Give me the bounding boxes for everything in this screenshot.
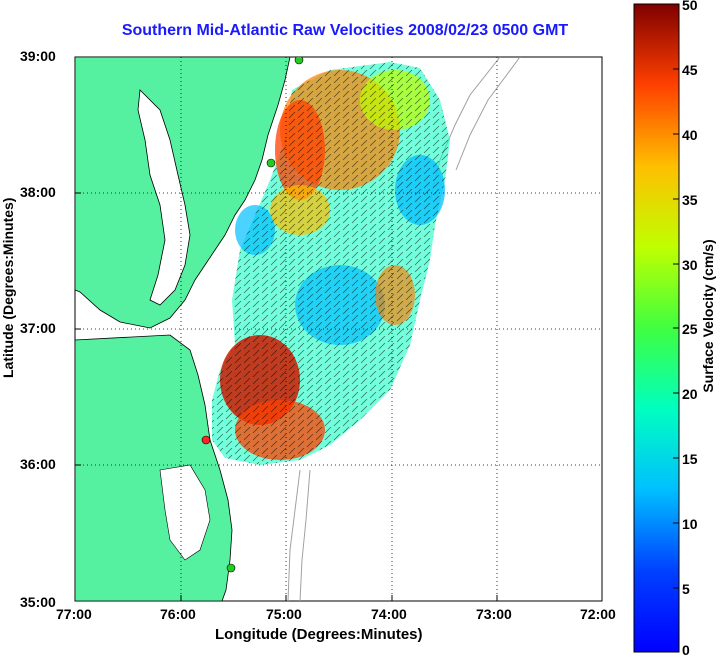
y-tick-label: 36:00	[20, 456, 56, 472]
colorbar-tick-label: 45	[682, 62, 698, 78]
y-tick-label: 39:00	[20, 48, 56, 64]
radar-site	[294, 57, 304, 65]
chesapeake-bay	[137, 89, 191, 306]
x-tick-label: 72:00	[580, 606, 616, 622]
axis-ticks	[75, 192, 498, 601]
x-tick-label: 75:00	[266, 606, 302, 622]
colorbar-tick-label: 10	[682, 516, 698, 532]
colorbar-tick-label: 0	[682, 642, 690, 658]
radar-site	[226, 563, 236, 573]
x-tick-label: 77:00	[56, 606, 92, 622]
delmarva-land	[75, 57, 291, 329]
grid-lines	[75, 57, 602, 601]
x-axis-label: Longitude (Degrees:Minutes)	[215, 626, 423, 643]
colorbar-tick-label: 50	[682, 0, 698, 13]
colorbar	[633, 3, 680, 653]
y-tick-label: 37:00	[20, 320, 56, 336]
colorbar-tick-label: 30	[682, 257, 698, 273]
colorbar-tick-label: 20	[682, 386, 698, 402]
colorbar-tick-label: 15	[682, 451, 698, 467]
x-tick-label: 76:00	[160, 606, 196, 622]
radar-site	[201, 435, 211, 445]
y-tick-label: 38:00	[20, 184, 56, 200]
chart-title: Southern Mid-Atlantic Raw Velocities 200…	[121, 22, 569, 39]
colorbar-tick-label: 5	[682, 581, 690, 597]
pamlico-sound	[159, 464, 211, 561]
colorbar-tick-label: 40	[682, 127, 698, 143]
y-tick-label: 35:00	[20, 594, 56, 610]
radar-site	[266, 158, 276, 168]
colorbar-tick-label: 25	[682, 321, 698, 337]
colorbar-label: Surface Velocity (cm/s)	[700, 239, 716, 393]
x-tick-label: 74:00	[371, 606, 407, 622]
y-axis-label: Latitude (Degrees:Minutes)	[0, 197, 16, 378]
colorbar-ticks	[673, 68, 679, 589]
x-tick-label: 73:00	[476, 606, 512, 622]
colorbar-tick-label: 35	[682, 192, 698, 208]
